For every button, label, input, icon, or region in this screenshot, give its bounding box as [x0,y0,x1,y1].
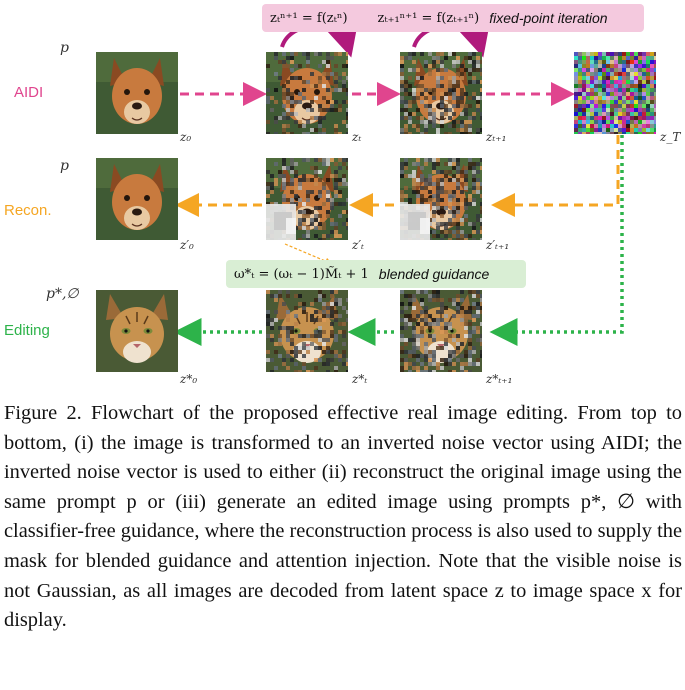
label-edit-zt: z*ₜ [352,372,367,386]
blended-guidance-eq: ω*ₜ = (ωₜ − 1)M̃ₜ + 1 [234,267,369,282]
image-edit-zt [266,290,348,372]
fixed-point-text: fixed-point iteration [489,10,607,26]
label-aidi-z0: z₀ [180,130,191,144]
editing-row-label: Editing [4,322,50,339]
label-recon-z0: z′₀ [180,238,194,252]
image-recon-zt [266,158,348,240]
figure-caption: Figure 2. Flowchart of the proposed effe… [4,399,682,636]
label-edit-zt1: z*ₜ₊₁ [486,372,512,386]
fixed-point-eq1: zₜⁿ⁺¹ = f(zₜⁿ) [270,11,348,26]
aidi-prompt: p [60,40,69,56]
label-recon-zt1: z′ₜ₊₁ [486,238,509,252]
recon-row-label: Recon. [4,202,52,219]
editing-prompt: p*,∅ [46,286,79,302]
image-aidi-zt1 [400,52,482,134]
label-edit-z0: z*₀ [180,372,197,386]
blended-guidance-text: blended guidance [379,266,490,282]
blended-guidance-box: ω*ₜ = (ωₜ − 1)M̃ₜ + 1 blended guidance [226,260,526,288]
image-aidi-z0 [96,52,178,134]
label-aidi-zt1: zₜ₊₁ [486,130,506,144]
flowchart-figure: zₜⁿ⁺¹ = f(zₜⁿ) zₜ₊₁ⁿ⁺¹ = f(zₜ₊₁ⁿ) fixed-… [0,0,685,395]
label-recon-zt: z′ₜ [352,238,364,252]
image-aidi-zT [574,52,656,134]
image-recon-z0 [96,158,178,240]
fixed-point-eq2: zₜ₊₁ⁿ⁺¹ = f(zₜ₊₁ⁿ) [378,11,480,26]
image-edit-z0 [96,290,178,372]
recon-prompt: p [60,158,69,174]
image-edit-zt1 [400,290,482,372]
aidi-row-label: AIDI [14,84,43,101]
recon-arrow-from-zT [500,135,618,205]
edit-arrow-from-zT [500,135,622,332]
label-aidi-zT: z_T [660,130,680,144]
image-aidi-zt [266,52,348,134]
label-aidi-zt: zₜ [352,130,361,144]
fixed-point-box: zₜⁿ⁺¹ = f(zₜⁿ) zₜ₊₁ⁿ⁺¹ = f(zₜ₊₁ⁿ) fixed-… [262,4,644,32]
image-recon-zt1 [400,158,482,240]
